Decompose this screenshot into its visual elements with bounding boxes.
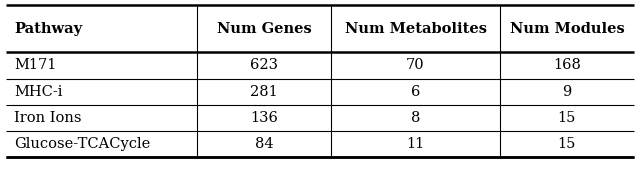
- Text: 15: 15: [557, 137, 576, 151]
- Text: MHC-i: MHC-i: [14, 85, 63, 99]
- Text: Iron Ions: Iron Ions: [14, 111, 81, 125]
- Text: 15: 15: [557, 111, 576, 125]
- Text: 281: 281: [250, 85, 278, 99]
- Text: 8: 8: [411, 111, 420, 125]
- Text: 168: 168: [553, 58, 581, 73]
- Text: 136: 136: [250, 111, 278, 125]
- Text: Pathway: Pathway: [14, 22, 82, 36]
- Text: 84: 84: [255, 137, 273, 151]
- Text: Num Metabolites: Num Metabolites: [344, 22, 486, 36]
- Text: Glucose-TCACycle: Glucose-TCACycle: [14, 137, 150, 151]
- Text: 9: 9: [563, 85, 572, 99]
- Text: Num Genes: Num Genes: [217, 22, 312, 36]
- Text: Num Modules: Num Modules: [509, 22, 624, 36]
- Text: 11: 11: [406, 137, 425, 151]
- Text: M171: M171: [14, 58, 56, 73]
- Text: 6: 6: [411, 85, 420, 99]
- Text: 623: 623: [250, 58, 278, 73]
- Text: 70: 70: [406, 58, 425, 73]
